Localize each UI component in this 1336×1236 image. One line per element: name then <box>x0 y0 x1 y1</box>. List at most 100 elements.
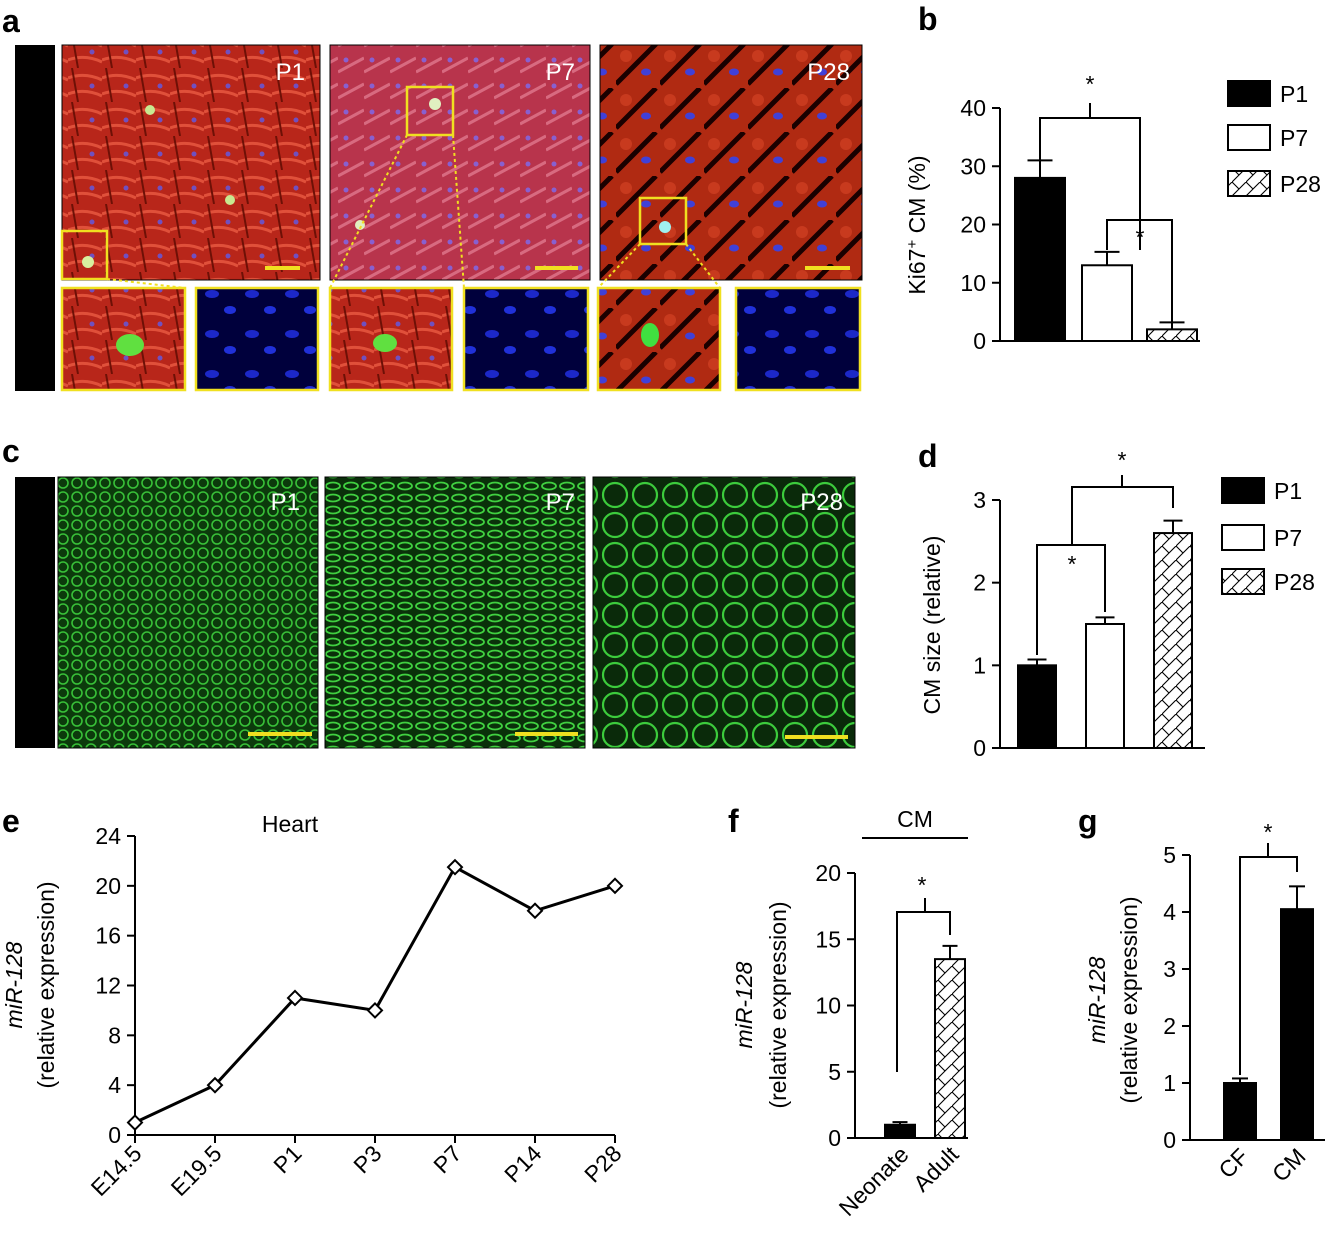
bar <box>1081 264 1133 342</box>
y-tick-label: 10 <box>960 270 986 296</box>
zoom-box <box>60 229 109 281</box>
legend-swatch <box>1221 524 1265 551</box>
panel-label: g <box>1078 803 1098 839</box>
y-tick-label: 5 <box>1163 842 1176 868</box>
y-tick-label: 4 <box>1163 899 1176 925</box>
inset <box>734 286 862 392</box>
inset <box>596 286 722 392</box>
marker <box>446 858 464 876</box>
chart: b Ki67+ CM (%) 0 10 20 30 40 P1 P7 P28 * * <box>904 1 1321 354</box>
x-tick-label: P14 <box>499 1140 546 1187</box>
panel-label: f <box>728 803 739 839</box>
y-axis-label: (relative expression) <box>33 881 59 1088</box>
x-tick-label: CF <box>1213 1143 1253 1183</box>
legend-swatch <box>1227 80 1271 107</box>
bar <box>1153 532 1193 749</box>
legend-label: P7 <box>1274 525 1302 551</box>
bar <box>1280 908 1314 1142</box>
line <box>134 865 616 1124</box>
bar <box>934 958 966 1139</box>
chart: d CM size (relative) 0 1 2 3 P1 P7 P28 * * <box>918 438 1315 761</box>
y-tick-label: 5 <box>828 1059 841 1085</box>
y-tick-label: 40 <box>960 95 986 121</box>
y-tick-label: 8 <box>108 1022 121 1048</box>
y-axis-label: Ki67+ CM (%) <box>904 155 931 294</box>
y-tick-label: 20 <box>815 860 841 886</box>
inset <box>194 286 320 392</box>
marker <box>286 989 304 1007</box>
bar <box>1017 664 1057 749</box>
stain-label: Ki67 <box>24 316 51 364</box>
significance-bracket <box>1106 219 1173 322</box>
x-tick-label: P28 <box>579 1140 626 1187</box>
y-axis-label: (relative expression) <box>765 901 791 1108</box>
bar <box>884 1123 916 1139</box>
chart: g miR-128 (relative expression) 0 1 2 3 4 5 CF CM * <box>1078 803 1325 1187</box>
y-axis-label-part: Ki67 <box>904 249 930 295</box>
timepoint-label: P1 <box>271 489 300 516</box>
y-tick-label: 0 <box>828 1125 841 1151</box>
annotation: * <box>1264 819 1273 845</box>
y-tick-label: 0 <box>108 1122 121 1148</box>
marker <box>206 1076 224 1094</box>
scale-bar <box>248 732 848 739</box>
chart: f CM miR-128 (relative expression) 0 5 10 15 20 N… <box>728 803 968 1221</box>
y-tick-label: 0 <box>1163 1127 1176 1153</box>
y-axis-label: miR-128 <box>1084 956 1110 1043</box>
nucleus <box>659 221 671 233</box>
y-axis-label-part: CM (%) <box>904 155 930 239</box>
timepoint-label: P7 <box>546 59 575 86</box>
legend-label: P28 <box>1274 569 1315 595</box>
annotation: * <box>1136 224 1145 250</box>
nucleus <box>641 323 659 347</box>
stain-label: DAPI <box>24 72 51 128</box>
y-axis-label: (relative expression) <box>1116 896 1142 1103</box>
panel-label: c <box>2 433 20 469</box>
micrograph <box>592 476 856 749</box>
y-tick-label: 24 <box>95 823 121 849</box>
y-tick-label: 16 <box>95 923 121 949</box>
x-tick-label: P7 <box>428 1140 466 1178</box>
y-tick-label: 3 <box>973 487 986 513</box>
y-tick-label: 2 <box>973 570 986 596</box>
legend-swatch <box>1221 477 1265 504</box>
bar <box>1085 623 1125 749</box>
x-tick-label: Adult <box>908 1141 964 1197</box>
timepoint-label: P7 <box>546 489 575 516</box>
y-tick-label: 1 <box>1163 1070 1176 1096</box>
y-tick-label: 4 <box>108 1072 121 1098</box>
annotation: * <box>918 872 927 898</box>
x-tick-label: E14.5 <box>86 1140 147 1201</box>
nucleus <box>373 334 397 352</box>
y-tick-label: 30 <box>960 153 986 179</box>
zoom-guide <box>106 134 721 289</box>
y-axis-label-part: + <box>904 240 921 249</box>
legend-label: P7 <box>1280 125 1308 151</box>
nucleus <box>82 256 94 268</box>
marker <box>606 877 624 895</box>
micrographs-c: P1 P7 P28 <box>57 476 856 749</box>
legend-label: P1 <box>1280 81 1308 107</box>
y-tick-label: 10 <box>815 993 841 1019</box>
marker <box>366 1002 384 1019</box>
legend-swatch <box>1227 124 1271 151</box>
y-tick-label: 15 <box>815 926 841 952</box>
y-tick-label: 20 <box>95 873 121 899</box>
legend-swatch <box>1221 568 1265 595</box>
nucleus <box>429 98 441 110</box>
micrographs-a: P1 P7 P28 <box>60 44 863 392</box>
legend-swatch <box>1227 170 1271 197</box>
y-tick-label: 12 <box>95 973 121 999</box>
significance-bracket <box>896 911 951 1072</box>
panel-label: d <box>918 438 938 474</box>
y-axis-label: CM size (relative) <box>919 536 945 715</box>
nucleus <box>225 195 235 205</box>
y-tick-label: 0 <box>973 328 986 354</box>
x-tick-label: P3 <box>348 1140 386 1178</box>
timepoint-label: P28 <box>800 489 843 516</box>
x-tick-label: CM <box>1267 1143 1311 1187</box>
panel-label: b <box>918 1 938 37</box>
stain-label: WGA <box>24 583 51 640</box>
bar <box>1146 328 1198 343</box>
